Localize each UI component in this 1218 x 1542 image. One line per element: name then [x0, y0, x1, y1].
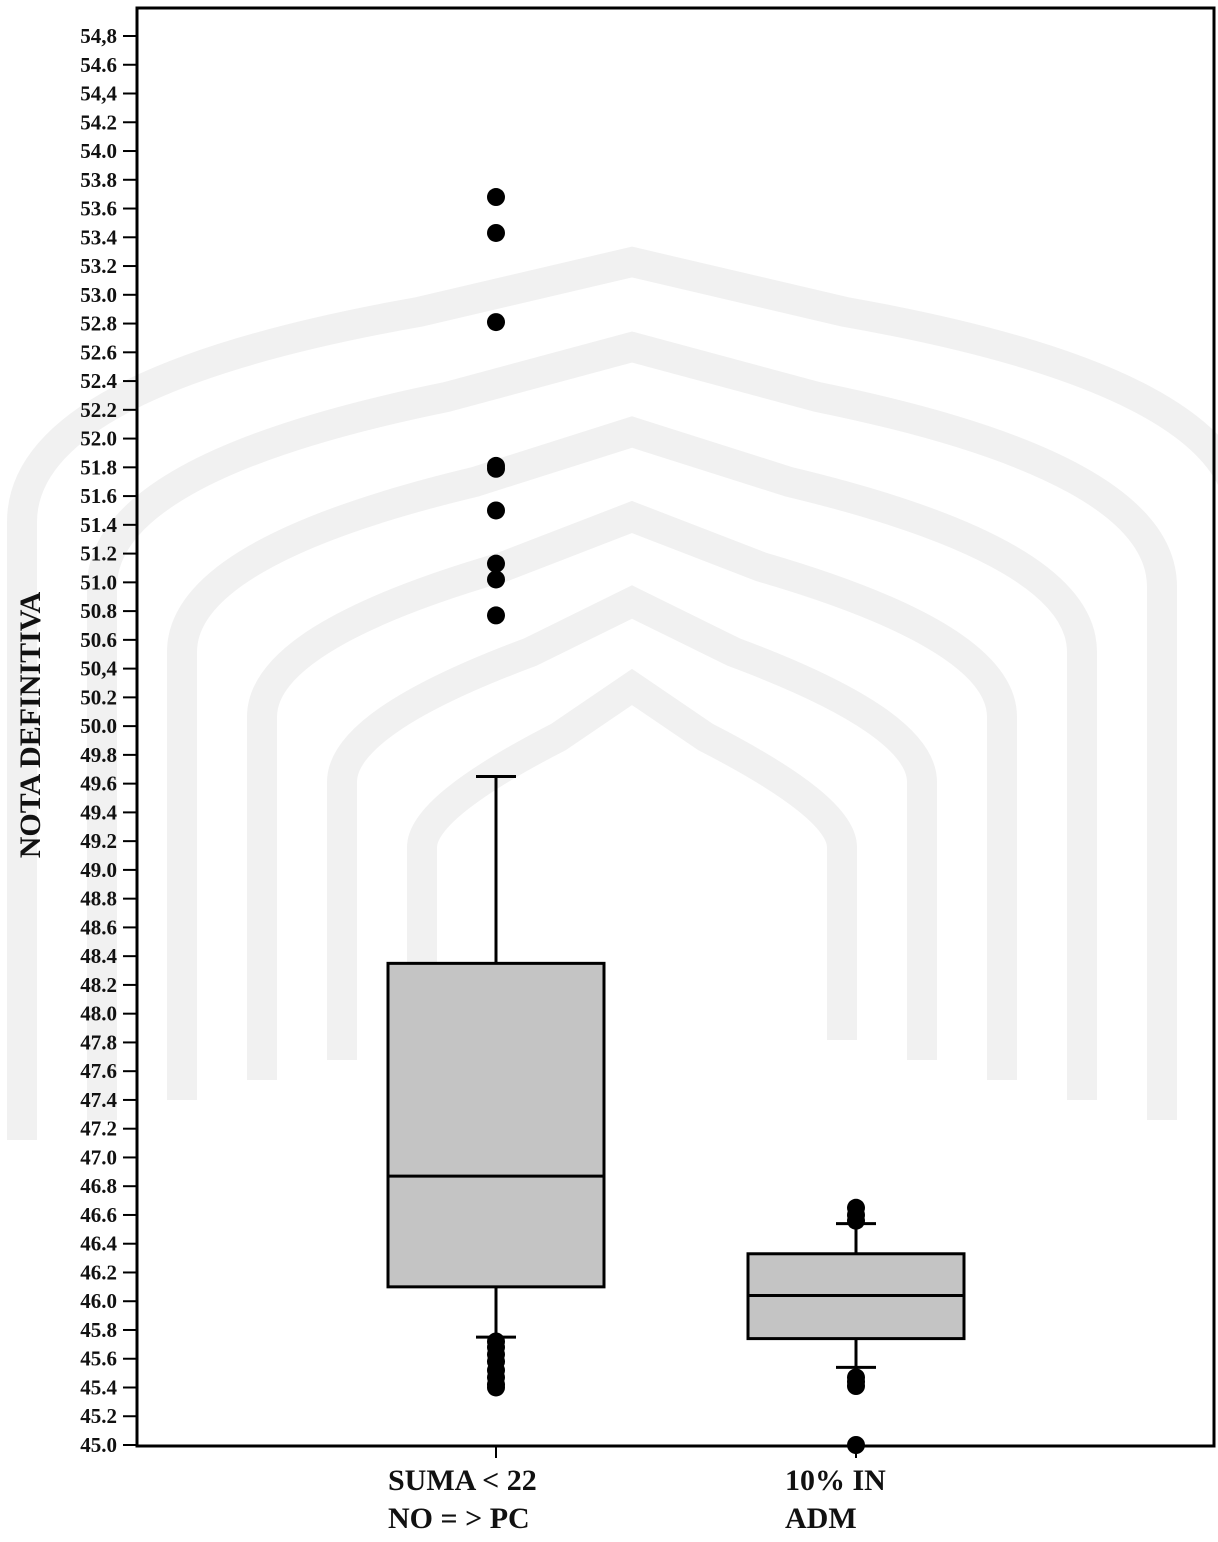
x-axis: SUMA < 22 NO = > PC 10% IN ADM — [388, 1446, 886, 1535]
y-tick-label: 48.4 — [80, 944, 117, 968]
y-tick-label: 48.8 — [80, 887, 117, 911]
outlier-point — [487, 188, 505, 207]
y-tick-label: 50.0 — [80, 714, 117, 738]
y-tick-label: 54,8 — [80, 24, 117, 48]
y-tick-label: 51.4 — [80, 513, 117, 537]
y-tick-label: 51.6 — [80, 484, 117, 508]
y-tick-label: 49.8 — [80, 743, 117, 767]
y-tick-label: 45.4 — [80, 1375, 117, 1399]
y-tick-label: 46.8 — [80, 1174, 117, 1198]
y-tick-label: 45.2 — [80, 1404, 117, 1428]
outlier-point — [487, 1378, 505, 1397]
y-tick-label: 49.6 — [80, 772, 117, 796]
y-tick-label: 51.2 — [80, 542, 117, 566]
y-axis-title: NOTA DEFINITIVA — [14, 591, 47, 858]
y-tick-label: 52.8 — [80, 312, 117, 336]
y-tick-label: 46.6 — [80, 1203, 117, 1227]
watermark-arch — [407, 668, 857, 1040]
y-tick-label: 46.2 — [80, 1260, 117, 1284]
y-tick-label: 45.0 — [80, 1433, 117, 1457]
y-tick-label: 51.8 — [80, 455, 117, 479]
y-tick-label: 51.0 — [80, 570, 117, 594]
watermark-arch — [7, 246, 1218, 1140]
outlier-point — [487, 501, 505, 520]
x-category-label: ADM — [785, 1502, 857, 1535]
y-tick-label: 54.6 — [80, 53, 117, 77]
y-tick-label: 53.6 — [80, 197, 117, 221]
y-tick-label: 52.2 — [80, 398, 117, 422]
outlier-point — [847, 1377, 865, 1396]
y-tick-label: 52.6 — [80, 340, 117, 364]
x-category-label: SUMA < 22 — [388, 1464, 537, 1497]
x-category-label: 10% IN — [785, 1464, 886, 1497]
y-tick-label: 49.0 — [80, 858, 117, 882]
y-tick-label: 47.6 — [80, 1059, 117, 1083]
box-group — [386, 188, 606, 1397]
watermark-arch — [247, 500, 1017, 1080]
iqr-box — [386, 961, 606, 1289]
outlier-point — [847, 1211, 865, 1230]
x-category-label: NO = > PC — [388, 1502, 530, 1535]
outlier-point — [487, 459, 505, 478]
box-series — [386, 188, 966, 1454]
y-tick-label: 47.4 — [80, 1088, 117, 1112]
y-tick-label: 53.8 — [80, 168, 117, 192]
y-tick-label: 52.4 — [80, 369, 117, 393]
y-tick-label: 47.0 — [80, 1145, 117, 1169]
watermark-logo — [7, 246, 1218, 1140]
outlier-point — [487, 313, 505, 332]
outlier-point — [487, 223, 505, 242]
y-tick-label: 47.8 — [80, 1030, 117, 1054]
y-tick-label: 46.4 — [80, 1232, 117, 1256]
y-tick-label: 54.2 — [80, 110, 117, 134]
outlier-point — [487, 606, 505, 625]
y-tick-label: 54.0 — [80, 139, 117, 163]
y-tick-label: 47.2 — [80, 1117, 117, 1141]
y-tick-label: 50,4 — [80, 657, 117, 681]
y-axis: 45.0 45.2 45.4 45.6 45.8 46.0 46.2 46.4 46.6 46.8… — [80, 6, 1216, 1457]
y-tick-label: 50.6 — [80, 628, 117, 652]
y-tick-label: 53.2 — [80, 254, 117, 278]
y-tick-label: 54,4 — [80, 82, 117, 106]
y-tick-label: 48.0 — [80, 1002, 117, 1026]
y-tick-label: 53.4 — [80, 225, 117, 249]
y-tick-label: 48.6 — [80, 915, 117, 939]
y-tick-label: 49.4 — [80, 800, 117, 824]
y-tick-label: 50.2 — [80, 685, 117, 709]
y-tick-label: 46.0 — [80, 1289, 117, 1313]
watermark-arch — [167, 416, 1097, 1100]
y-tick-label: 49.2 — [80, 829, 117, 853]
box-group — [746, 1198, 966, 1454]
y-tick-label: 50.8 — [80, 599, 117, 623]
watermark-arch — [87, 331, 1177, 1120]
watermark-arch — [327, 585, 937, 1060]
outlier-point — [487, 570, 505, 589]
outlier-point — [487, 554, 505, 573]
outlier-point — [847, 1436, 865, 1454]
y-tick-label: 52.0 — [80, 427, 117, 451]
y-tick-label: 45.8 — [80, 1318, 117, 1342]
y-tick-label: 53.0 — [80, 283, 117, 307]
y-tick-label: 48.2 — [80, 973, 117, 997]
y-tick-label: 45.6 — [80, 1347, 117, 1371]
